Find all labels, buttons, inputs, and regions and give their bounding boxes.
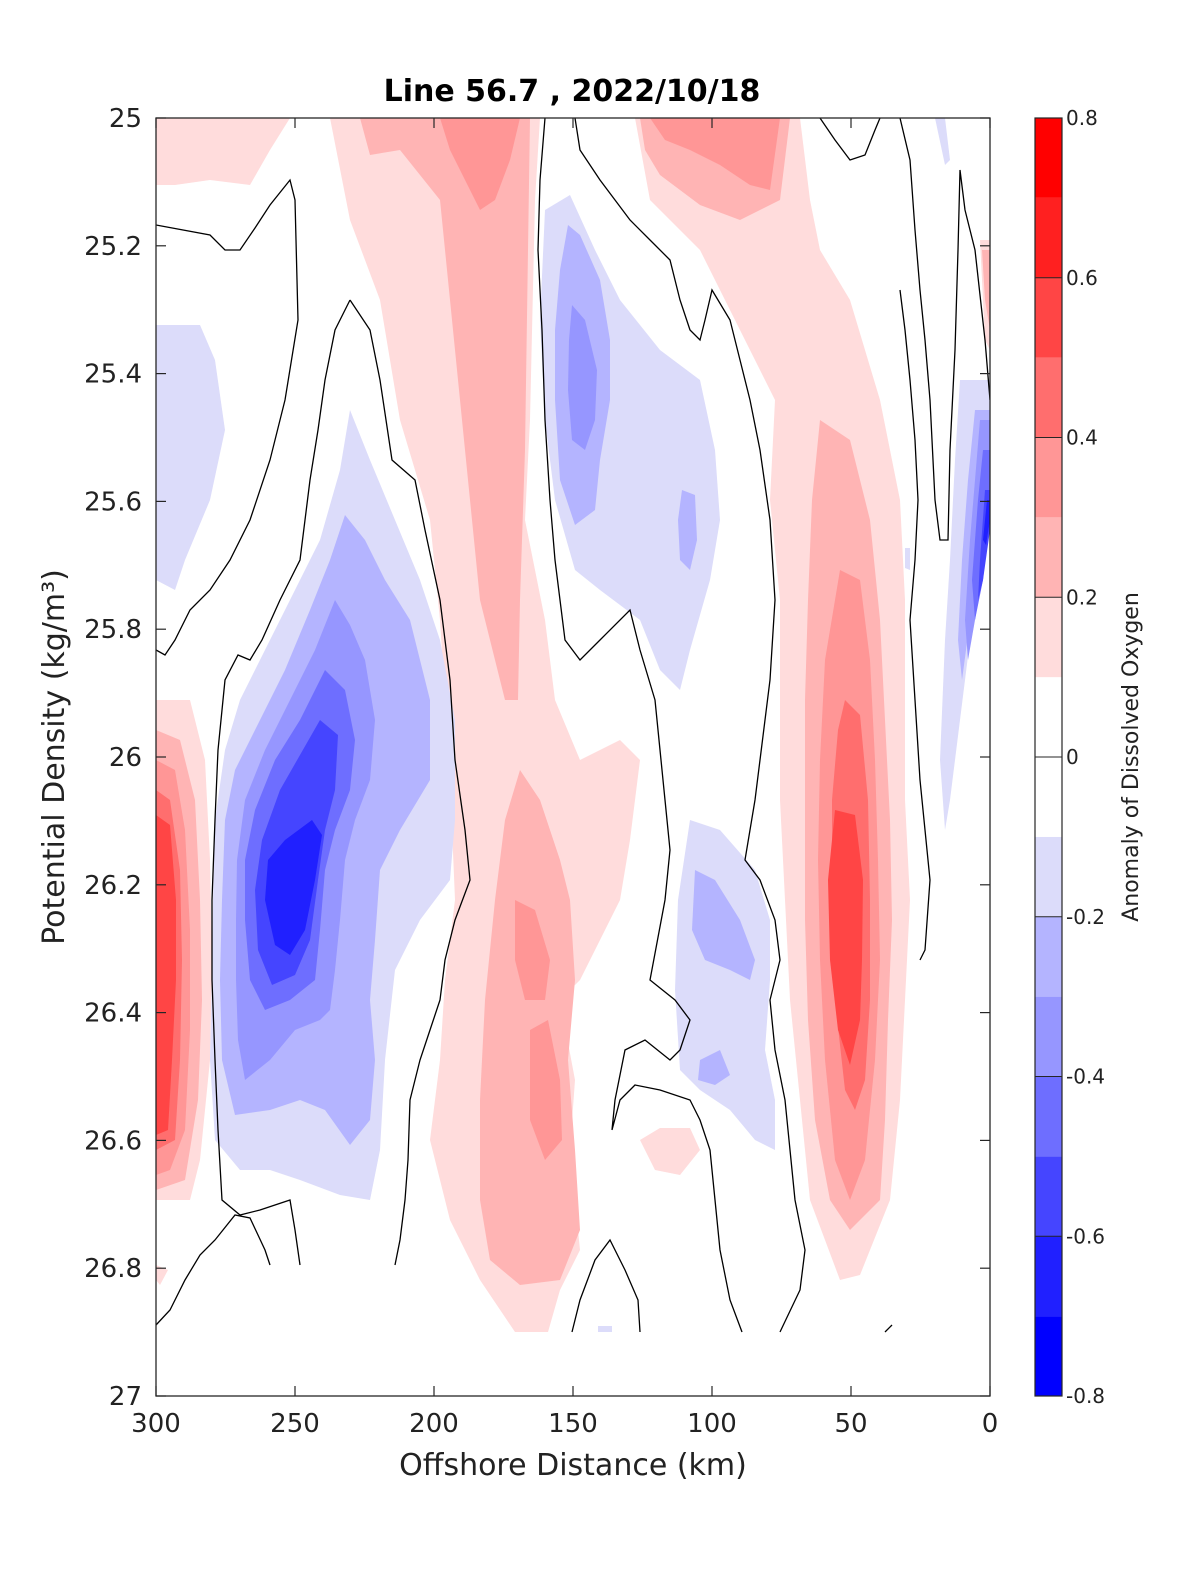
colorbar-segment xyxy=(1035,1076,1062,1157)
zero-contour xyxy=(211,299,351,1266)
pos-level-0.5-left xyxy=(156,815,176,1135)
x-axis-label: Offshore Distance (km) xyxy=(399,1448,747,1483)
colorbar-tick-labels: 0.8 0.6 0.4 0.2 0 -0.2 -0.4 -0.6 -0.8 xyxy=(1066,106,1105,1408)
y-tick-label: 25 xyxy=(109,104,142,134)
pos-band-left-top xyxy=(156,118,290,185)
colorbar-tick-label: -0.4 xyxy=(1066,1065,1105,1089)
neg-level-0.6-coastal xyxy=(983,500,990,545)
pos-level-0.2-central xyxy=(360,118,530,700)
colorbar xyxy=(1034,117,1063,1397)
x-tick-label: 0 xyxy=(982,1409,999,1439)
pos-patch-small xyxy=(640,1128,700,1175)
contour-field xyxy=(156,118,990,1396)
zero-contour xyxy=(899,289,931,961)
y-tick-label: 25.4 xyxy=(84,360,142,390)
zero-contour xyxy=(156,1214,271,1326)
zero-contour xyxy=(819,118,881,161)
colorbar-tick-label: -0.8 xyxy=(1066,1384,1105,1408)
y-tick-label: 26.6 xyxy=(84,1126,142,1156)
colorbar-tick-label: 0.8 xyxy=(1066,106,1098,130)
zero-contour xyxy=(537,118,743,1333)
colorbar-segment xyxy=(1035,118,1062,198)
colorbar-label: Anomaly of Dissolved Oxygen xyxy=(1119,592,1144,922)
neg-level-0.2-lower-mid-b xyxy=(698,1050,730,1085)
y-tick-label: 26 xyxy=(109,743,142,773)
colorbar-segment xyxy=(1035,277,1062,358)
y-tick-label: 26.4 xyxy=(84,999,142,1029)
pos-level-0.3-right-top xyxy=(650,118,780,190)
y-tick-labels: 25 25.2 25.4 25.6 25.8 26 26.2 26.4 26.6 26.8 27 xyxy=(84,104,142,1412)
colorbar-tick-label: -0.6 xyxy=(1066,1224,1105,1248)
colorbar-segment xyxy=(1035,836,1062,917)
x-tick-label: 150 xyxy=(548,1409,598,1439)
chart-title: Line 56.7 , 2022/10/18 xyxy=(384,74,761,109)
colorbar-segment xyxy=(1035,996,1062,1077)
zero-contour xyxy=(574,118,806,1333)
x-tick-label: 200 xyxy=(409,1409,459,1439)
axis-ticks xyxy=(155,117,991,1397)
y-tick-label: 25.2 xyxy=(84,232,142,262)
neg-level-0.3-mid xyxy=(568,305,597,450)
colorbar-segment xyxy=(1035,437,1062,518)
colorbar-segment xyxy=(1035,597,1062,678)
colorbar-segment xyxy=(1035,916,1062,997)
pos-level-0.5-right xyxy=(828,810,863,1065)
zero-contour-lines xyxy=(156,118,990,1333)
positive-anomaly-bands xyxy=(156,118,990,1332)
zero-contour xyxy=(884,1324,893,1333)
colorbar-segment xyxy=(1035,1156,1062,1237)
pos-level-0.3-central-b xyxy=(515,900,550,1000)
x-tick-labels: 300 250 200 150 100 50 0 xyxy=(131,1409,998,1439)
y-tick-label: 27 xyxy=(109,1382,142,1412)
colorbar-segment xyxy=(1035,517,1062,598)
y-tick-label: 25.6 xyxy=(84,487,142,517)
colorbar-segment xyxy=(1035,357,1062,438)
neg-level-0.2-lower-mid xyxy=(692,870,755,980)
y-tick-label: 25.8 xyxy=(84,615,142,645)
colorbar-segment xyxy=(1035,1236,1062,1317)
colorbar-tick-label: 0 xyxy=(1066,745,1079,769)
pos-level-0.3-central xyxy=(440,118,520,210)
colorbar-tick-label: 0.2 xyxy=(1066,585,1098,609)
colorbar-tick-label: -0.2 xyxy=(1066,905,1105,929)
y-tick-label: 26.2 xyxy=(84,871,142,901)
neg-patch-bottom xyxy=(598,1326,612,1332)
neg-level-0.6-main xyxy=(265,820,322,955)
neg-band-upper-left xyxy=(156,325,225,590)
x-tick-label: 50 xyxy=(834,1409,867,1439)
neg-patch-small xyxy=(905,548,910,570)
pos-level-0.3-central-c xyxy=(530,1020,562,1160)
x-tick-label: 100 xyxy=(687,1409,737,1439)
colorbar-tick-label: 0.4 xyxy=(1066,426,1098,450)
colorbar-segment xyxy=(1035,1316,1062,1396)
zero-contour xyxy=(571,1238,641,1333)
x-tick-label: 300 xyxy=(131,1409,181,1439)
y-tick-label: 26.8 xyxy=(84,1254,142,1284)
zero-contour xyxy=(156,178,299,656)
colorbar-segment xyxy=(1035,197,1062,278)
neg-level-0.2-mid-b xyxy=(678,490,697,570)
pos-level-0.2-coastal xyxy=(982,250,990,330)
colorbar-tick-label: 0.6 xyxy=(1066,266,1098,290)
y-axis-label: Potential Density (kg/m³) xyxy=(37,569,72,945)
neg-patch-offshore-surface xyxy=(935,118,950,165)
pos-level-0.2-central-low xyxy=(480,770,580,1285)
pos-patch-tiny xyxy=(156,1265,168,1285)
zero-contour xyxy=(899,118,990,541)
x-tick-label: 250 xyxy=(270,1409,320,1439)
negative-anomaly-bands xyxy=(156,118,990,1332)
zero-contour xyxy=(349,299,471,1266)
